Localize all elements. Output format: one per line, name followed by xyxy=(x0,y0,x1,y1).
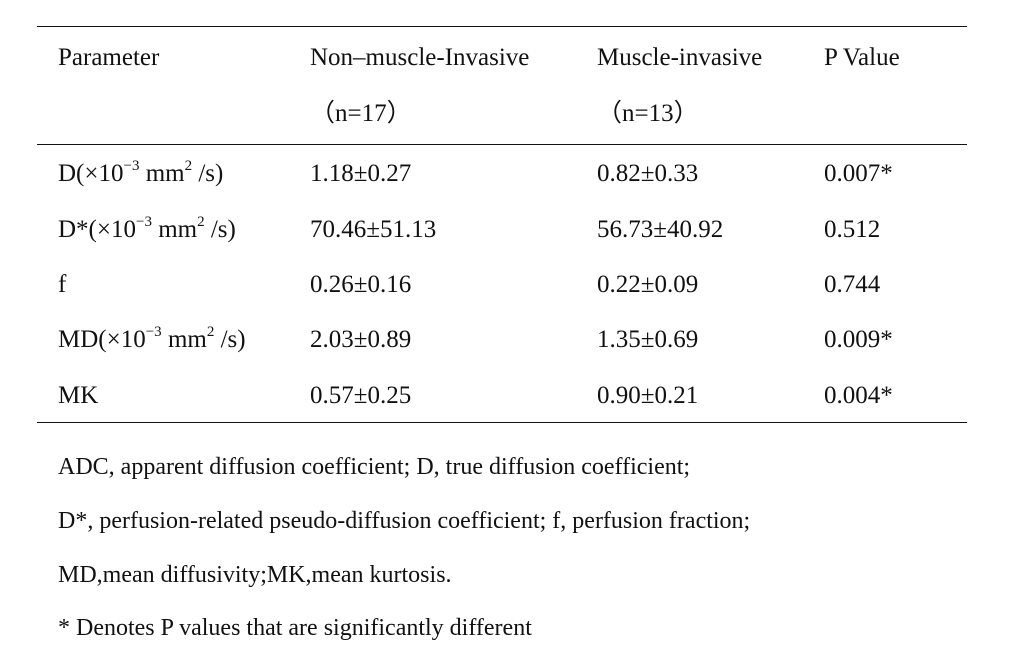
row-d-parameter: D(×10−3 mm2 /s) xyxy=(58,157,224,187)
header-muscle-invasive-n: （n=13） xyxy=(597,100,699,127)
note-abbreviations-3: MD,mean diffusivity;MK,mean kurtosis. xyxy=(58,562,452,588)
row-dstar-p-value: 0.512 xyxy=(824,216,881,243)
row-mk-parameter: MK xyxy=(58,382,99,409)
header-non-muscle-invasive: Non–muscle-Invasive xyxy=(310,44,530,71)
row-f-parameter: f xyxy=(58,271,67,298)
table-header-rule xyxy=(37,144,967,145)
row-d-p-value: 0.007* xyxy=(824,160,893,187)
row-md-parameter: MD(×10−3 mm2 /s) xyxy=(58,323,246,353)
header-non-muscle-invasive-n: （n=17） xyxy=(310,100,412,127)
row-f-muscle-invasive: 0.22±0.09 xyxy=(597,271,699,298)
note-significance: * Denotes P values that are significantl… xyxy=(58,615,532,641)
header-muscle-invasive: Muscle-invasive xyxy=(597,44,763,71)
row-md-non-muscle-invasive: 2.03±0.89 xyxy=(310,326,412,353)
note-abbreviations-1: ADC, apparent diffusion coefficient; D, … xyxy=(58,454,691,480)
header-parameter: Parameter xyxy=(58,44,160,71)
row-d-muscle-invasive: 0.82±0.33 xyxy=(597,160,699,187)
row-d-non-muscle-invasive: 1.18±0.27 xyxy=(310,160,412,187)
note-abbreviations-2: D*, perfusion-related pseudo-diffusion c… xyxy=(58,508,751,534)
row-dstar-parameter: D*(×10−3 mm2 /s) xyxy=(58,213,236,243)
row-dstar-muscle-invasive: 56.73±40.92 xyxy=(597,216,724,243)
row-f-non-muscle-invasive: 0.26±0.16 xyxy=(310,271,412,298)
row-mk-p-value: 0.004* xyxy=(824,382,893,409)
row-f-p-value: 0.744 xyxy=(824,271,881,298)
row-mk-non-muscle-invasive: 0.57±0.25 xyxy=(310,382,412,409)
table-top-rule xyxy=(37,26,967,27)
row-md-muscle-invasive: 1.35±0.69 xyxy=(597,326,699,353)
row-mk-muscle-invasive: 0.90±0.21 xyxy=(597,382,699,409)
row-dstar-non-muscle-invasive: 70.46±51.13 xyxy=(310,216,437,243)
table-bottom-rule xyxy=(37,422,967,423)
row-md-p-value: 0.009* xyxy=(824,326,893,353)
header-p-value: P Value xyxy=(824,44,900,71)
